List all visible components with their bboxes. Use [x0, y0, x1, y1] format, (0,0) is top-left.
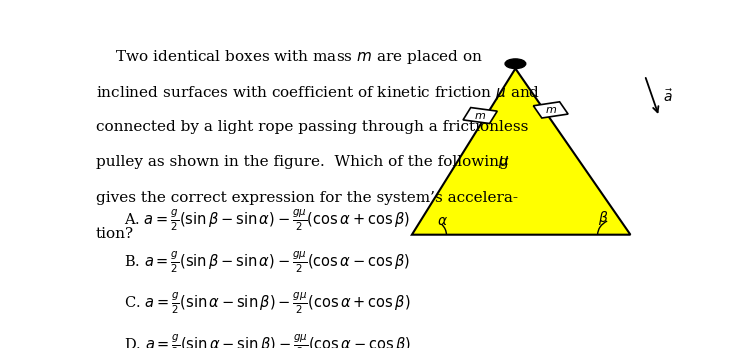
Text: D. $a = \frac{g}{2}(\sin\alpha - \sin\beta) - \frac{g\mu}{2}(\cos\alpha - \cos\b: D. $a = \frac{g}{2}(\sin\alpha - \sin\be…	[125, 332, 411, 348]
Text: pulley as shown in the figure.  Which of the following: pulley as shown in the figure. Which of …	[96, 155, 508, 169]
Text: $\vec{a}$: $\vec{a}$	[663, 88, 674, 105]
Text: B. $a = \frac{g}{2}(\sin\beta - \sin\alpha) - \frac{g\mu}{2}(\cos\alpha - \cos\b: B. $a = \frac{g}{2}(\sin\beta - \sin\alp…	[125, 250, 410, 275]
Text: $m$: $m$	[474, 111, 486, 120]
Text: tion?: tion?	[96, 227, 134, 241]
Text: $m$: $m$	[545, 105, 556, 115]
Text: $\mu$: $\mu$	[499, 155, 510, 170]
Polygon shape	[412, 69, 631, 235]
Polygon shape	[463, 108, 497, 124]
Text: C. $a = \frac{g}{2}(\sin\alpha - \sin\beta) - \frac{g\mu}{2}(\cos\alpha + \cos\b: C. $a = \frac{g}{2}(\sin\alpha - \sin\be…	[125, 291, 411, 316]
Circle shape	[505, 59, 526, 69]
Text: $\beta$: $\beta$	[598, 209, 608, 227]
Polygon shape	[533, 102, 568, 118]
Text: gives the correct expression for the system’s accelera-: gives the correct expression for the sys…	[96, 191, 518, 205]
Text: Two identical boxes with mass $m$ are placed on: Two identical boxes with mass $m$ are pl…	[96, 48, 482, 66]
Text: A. $a = \frac{g}{2}(\sin\beta - \sin\alpha) - \frac{g\mu}{2}(\cos\alpha + \cos\b: A. $a = \frac{g}{2}(\sin\beta - \sin\alp…	[125, 208, 410, 233]
Text: $\alpha$: $\alpha$	[436, 214, 447, 228]
Text: connected by a light rope passing through a frictionless: connected by a light rope passing throug…	[96, 120, 528, 134]
Text: inclined surfaces with coefficient of kinetic friction $\mu$ and: inclined surfaces with coefficient of ki…	[96, 84, 540, 102]
